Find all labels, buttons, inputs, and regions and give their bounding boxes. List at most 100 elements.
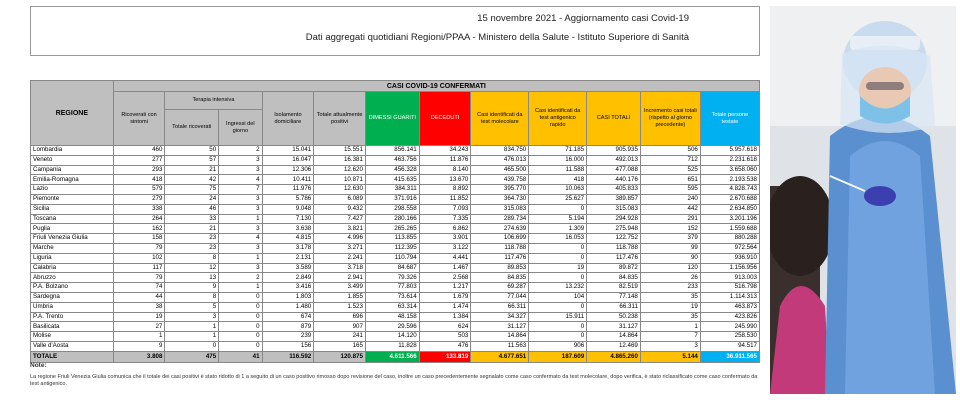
cell: 3 — [218, 242, 263, 254]
cell: 13.670 — [418, 174, 472, 186]
table-row: Lombardia 460 50 2 15.041 15.551 856.141 34.243… — [30, 145, 761, 156]
group-header: CASI COVID-19 CONFERMATI — [112, 80, 761, 92]
cell: 35 — [639, 291, 701, 303]
cell: 14.864 — [470, 331, 530, 342]
cell: 651 — [639, 174, 701, 186]
cell: 9.432 — [313, 203, 366, 215]
cell: 289.734 — [470, 213, 530, 225]
cell: 0 — [218, 301, 263, 313]
cell: 46 — [164, 203, 220, 215]
cell: 315.083 — [586, 203, 641, 215]
notes-text: La regione Friuli Venezia Giulia comunic… — [30, 374, 758, 387]
cell: 15.551 — [313, 145, 366, 156]
cell: 579 — [112, 184, 166, 195]
table-row: Campania 293 21 3 12.306 12.620 456.328 8.140 46… — [30, 164, 761, 176]
region-name: Piemonte — [30, 193, 114, 205]
cell: 12.630 — [313, 184, 366, 195]
column-header: Ricoverati con sintomi — [112, 91, 166, 146]
cell: 465.500 — [470, 164, 530, 176]
cell: 423.826 — [699, 311, 761, 323]
cell: 3.638 — [261, 223, 315, 235]
table-row: Totale ricoverati Ingressi del giorno — [31, 109, 760, 146]
cell: 89.872 — [586, 262, 641, 274]
cell: 11.976 — [261, 184, 315, 195]
cell: 1 — [164, 331, 220, 342]
cell: 1.523 — [313, 301, 366, 313]
cell: 19 — [639, 301, 701, 313]
cell: 834.750 — [470, 145, 530, 156]
cell: 12.469 — [586, 340, 641, 352]
cell: 3.821 — [313, 223, 366, 235]
cell: 15.041 — [261, 145, 315, 156]
cell: 11.588 — [528, 164, 588, 176]
cell: 3 — [218, 203, 263, 215]
column-header: DECEDUTI — [418, 91, 472, 146]
cell: 1.679 — [418, 291, 472, 303]
cell: 0 — [164, 340, 220, 352]
photo — [770, 6, 956, 394]
cell: 11.828 — [364, 340, 420, 352]
cell: 879 — [261, 321, 315, 333]
cell: 66.311 — [586, 301, 641, 313]
cell: 476 — [418, 340, 472, 352]
cell: 1.855 — [313, 291, 366, 303]
cell: 8 — [164, 291, 220, 303]
cell: 1.156.956 — [699, 262, 761, 274]
region-name: Sicilia — [30, 203, 114, 215]
cell: 5.194 — [528, 213, 588, 225]
cell: 3.201.196 — [699, 213, 761, 225]
cell: 624 — [418, 321, 472, 333]
cell: 279 — [112, 193, 166, 205]
cell: 1 — [218, 282, 263, 293]
cell: 4 — [218, 174, 263, 186]
cell: 506 — [639, 145, 701, 156]
cell: 8.892 — [418, 184, 472, 195]
region-name: Abruzzo — [30, 272, 114, 284]
cell: 7.130 — [261, 213, 315, 225]
cell: 31.127 — [470, 321, 530, 333]
table-row: Toscana 264 33 1 7.130 7.427 280.166 7.335 289.7… — [30, 213, 761, 225]
cell: 29.596 — [364, 321, 420, 333]
table-row: TOTALE 3.808 475 41 116.592 120.875 4.611.566 1… — [30, 350, 761, 363]
cell: 2.241 — [313, 252, 366, 264]
column-header: Totale ricoverati — [164, 109, 220, 146]
cell: 75 — [164, 184, 220, 195]
cell: 0 — [528, 242, 588, 254]
cell: 258.530 — [699, 331, 761, 342]
cell: 3.122 — [418, 242, 472, 254]
cell: 856.141 — [364, 145, 420, 156]
region-name: Basilicata — [30, 321, 114, 333]
cell: 384.311 — [364, 184, 420, 195]
cell: 156 — [261, 340, 315, 352]
cell: 525 — [639, 164, 701, 176]
cell: 6.862 — [418, 223, 472, 235]
cell: 0 — [528, 321, 588, 333]
cell: 0 — [218, 340, 263, 352]
cell: 82.519 — [586, 282, 641, 293]
table-row: P.A. Bolzano 74 9 1 3.416 3.499 77.803 1.217 69.… — [30, 282, 761, 293]
table-row: Puglia 162 21 3 3.638 3.821 265.265 6.862 274.63… — [30, 223, 761, 235]
table-row: Friuli Venezia Giulia 158 23 4 4.815 4.996 113… — [30, 233, 761, 244]
total-cell: 3.808 — [112, 350, 166, 363]
cell: 364.730 — [470, 193, 530, 205]
cell: 3.901 — [418, 233, 472, 244]
cell: 913.003 — [699, 272, 761, 284]
cell: 0 — [218, 321, 263, 333]
cell: 19 — [112, 311, 166, 323]
cell: 1.309 — [528, 223, 588, 235]
cell: 245.990 — [699, 321, 761, 333]
cell: 34.243 — [418, 145, 472, 156]
cell: 275.948 — [586, 223, 641, 235]
cell: 57 — [164, 154, 220, 166]
cell: 16.000 — [528, 154, 588, 166]
table-row: Ricoverati con sintomi Terapia intensiva I… — [31, 91, 761, 146]
title: 15 novembre 2021 - Aggiornamento casi Co… — [477, 13, 689, 24]
total-cell: 5.144 — [639, 350, 701, 363]
cell: 907 — [313, 321, 366, 333]
table-row: Lazio 579 75 7 11.976 12.630 384.311 8.892 395.7… — [30, 184, 761, 195]
cell: 439.758 — [470, 174, 530, 186]
cell: 503 — [418, 331, 472, 342]
table-row: Molise 1 1 0 239 241 14.120 503 14.864 0 14.864 7 25… — [30, 331, 761, 342]
cell: 34.327 — [470, 311, 530, 323]
cell: 94.517 — [699, 340, 761, 352]
